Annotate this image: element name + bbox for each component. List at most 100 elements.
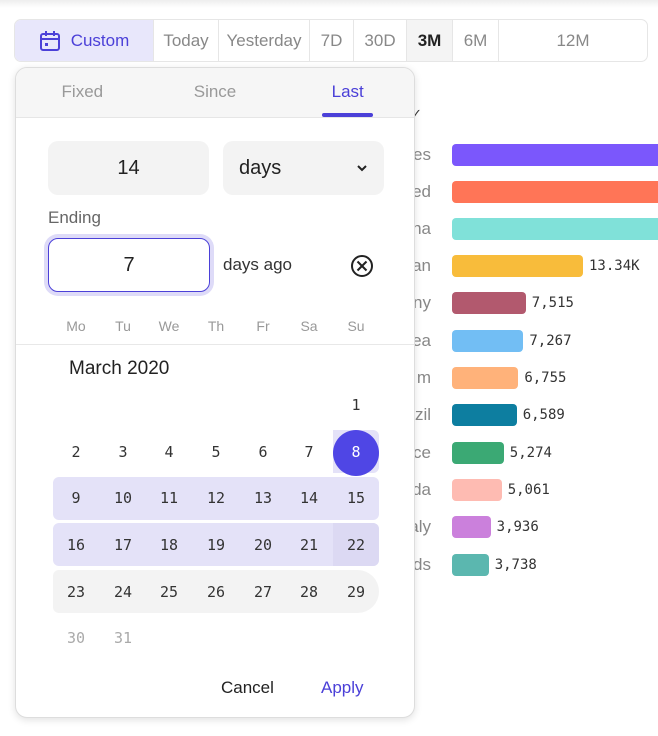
- bar[interactable]: [452, 442, 504, 464]
- bar[interactable]: [452, 218, 658, 240]
- calendar-day[interactable]: 31: [113, 629, 133, 647]
- range-custom-button[interactable]: Custom: [15, 20, 153, 61]
- apply-button[interactable]: Apply: [321, 678, 364, 697]
- weekday-label: Su: [347, 318, 365, 334]
- weekday-label: Sa: [300, 318, 318, 334]
- bar[interactable]: [452, 516, 491, 538]
- bar-category-label: es: [413, 145, 431, 164]
- bar-category-label: ds: [413, 555, 431, 574]
- calendar-day[interactable]: 14: [299, 489, 319, 507]
- range-6m-button[interactable]: 6M: [452, 20, 498, 61]
- calendar-day[interactable]: 13: [253, 489, 273, 507]
- bar[interactable]: [452, 255, 583, 277]
- calendar-day[interactable]: 1: [351, 396, 361, 414]
- count-input[interactable]: 14: [48, 141, 209, 195]
- mode-tabs: Fixed Since Last: [16, 68, 414, 118]
- bar-category-label: ny: [413, 293, 431, 312]
- calendar-day[interactable]: 16: [66, 536, 86, 554]
- calendar-day[interactable]: 4: [164, 443, 174, 461]
- range-yesterday-button[interactable]: Yesterday: [218, 20, 309, 61]
- tab-since[interactable]: Since: [193, 82, 237, 101]
- calendar-day[interactable]: 5: [211, 443, 221, 461]
- bar-category-label: ed: [412, 182, 431, 201]
- calendar-day[interactable]: 24: [113, 583, 133, 601]
- bar-value-label: 13.34K: [589, 258, 640, 274]
- top-shadow: [0, 0, 658, 8]
- calendar-day[interactable]: 9: [71, 489, 81, 507]
- calendar-day[interactable]: 25: [159, 583, 179, 601]
- date-range-bar: Custom Today Yesterday 7D 30D 3M 6M 12M: [14, 19, 648, 62]
- calendar-day[interactable]: 28: [299, 583, 319, 601]
- calendar-day[interactable]: 7: [304, 443, 314, 461]
- tab-fixed[interactable]: Fixed: [61, 82, 104, 101]
- bar-value-label: 6,589: [522, 407, 565, 423]
- calendar-day[interactable]: 17: [113, 536, 133, 554]
- hover-week-highlight: [53, 570, 379, 613]
- calendar-day[interactable]: 20: [253, 536, 273, 554]
- calendar-day[interactable]: 3: [118, 443, 128, 461]
- calendar-day[interactable]: 8: [351, 443, 361, 461]
- calendar-day[interactable]: 21: [299, 536, 319, 554]
- range-12m-button[interactable]: 12M: [498, 20, 647, 61]
- calendar-day[interactable]: 10: [113, 489, 133, 507]
- range-today-button[interactable]: Today: [153, 20, 218, 61]
- cancel-button[interactable]: Cancel: [221, 678, 274, 697]
- month-title: March 2020: [69, 358, 170, 379]
- bar[interactable]: [452, 367, 519, 389]
- range-end-cell: [333, 523, 379, 566]
- bar[interactable]: [452, 181, 658, 203]
- ending-input[interactable]: 7: [48, 238, 210, 292]
- bar[interactable]: [452, 330, 524, 352]
- range-30d-button[interactable]: 30D: [353, 20, 406, 61]
- calendar-day[interactable]: 29: [346, 583, 366, 601]
- bar[interactable]: [452, 479, 502, 501]
- range-7d-button[interactable]: 7D: [309, 20, 353, 61]
- bar-category-label: m: [416, 368, 431, 387]
- bar[interactable]: [452, 292, 526, 314]
- range-week-highlight: [53, 477, 379, 520]
- calendar-day[interactable]: 18: [159, 536, 179, 554]
- tab-last[interactable]: Last: [281, 68, 414, 117]
- ending-label: Ending: [48, 208, 101, 227]
- bar-value-label: 3,738: [494, 557, 537, 573]
- weekday-label: Tu: [115, 318, 131, 334]
- calendar-day[interactable]: 27: [253, 583, 273, 601]
- calendar-day[interactable]: 6: [258, 443, 268, 461]
- range-custom-label: Custom: [70, 30, 130, 50]
- calendar-day[interactable]: 15: [346, 489, 366, 507]
- calendar-day[interactable]: 12: [206, 489, 226, 507]
- unit-select[interactable]: days: [223, 141, 384, 195]
- calendar-day[interactable]: 22: [346, 536, 366, 554]
- bar-value-label: 7,515: [531, 295, 574, 311]
- range-week-highlight: [53, 523, 379, 566]
- bar-category-label: zil: [414, 405, 431, 424]
- calendar-day[interactable]: 19: [206, 536, 226, 554]
- bar[interactable]: [452, 554, 489, 576]
- chevron-down-icon: [357, 165, 367, 172]
- calendar-day[interactable]: 2: [71, 443, 81, 461]
- bar-value-label: 6,755: [524, 370, 567, 386]
- calendar-icon: [39, 30, 60, 51]
- bar-category-label: an: [412, 256, 431, 275]
- bar-category-label: ea: [412, 331, 431, 350]
- range-3m-button[interactable]: 3M: [406, 20, 452, 61]
- date-picker-popup: Fixed Since Last 14 days Ending 7 days a…: [15, 67, 415, 718]
- ending-suffix: days ago: [223, 255, 292, 274]
- calendar-day[interactable]: 23: [66, 583, 86, 601]
- clear-icon[interactable]: [350, 254, 374, 278]
- bar-category-label: na: [412, 219, 431, 238]
- check-icon: ✓: [411, 106, 422, 121]
- unit-select-value: days: [239, 156, 282, 179]
- bar[interactable]: [452, 144, 658, 166]
- selected-day-circle: [333, 430, 379, 476]
- divider: [16, 344, 414, 345]
- weekday-label: Fr: [256, 318, 270, 334]
- calendar-day[interactable]: 26: [206, 583, 226, 601]
- bar-value-label: 5,061: [507, 482, 550, 498]
- bar-value-label: 3,936: [496, 519, 539, 535]
- bar-category-label: da: [412, 480, 431, 499]
- calendar-day[interactable]: 11: [159, 489, 179, 507]
- calendar-day[interactable]: 30: [66, 629, 86, 647]
- bar-value-label: 7,267: [529, 333, 572, 349]
- bar[interactable]: [452, 404, 517, 426]
